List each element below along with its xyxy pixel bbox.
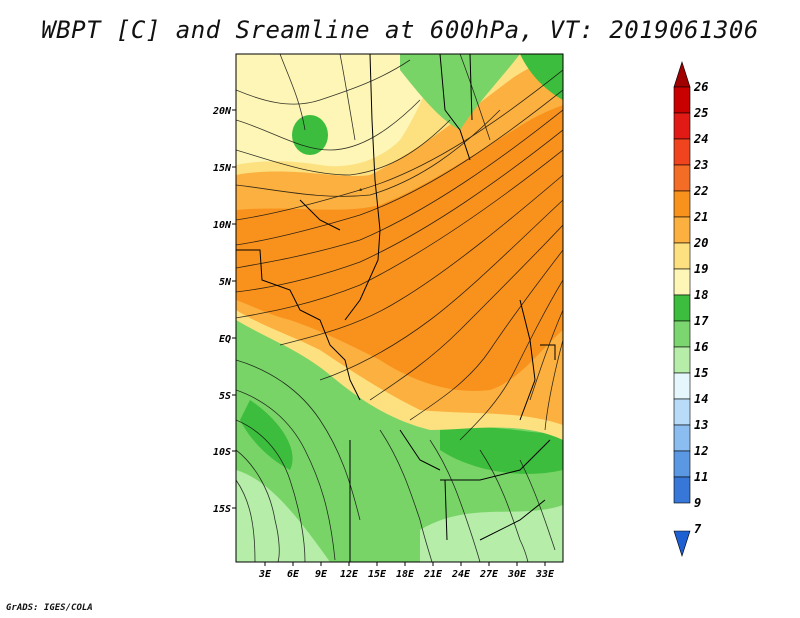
colorbar-swatch bbox=[673, 424, 691, 452]
colorbar-label: 26 bbox=[693, 80, 708, 94]
lat-label: 15S bbox=[213, 504, 231, 515]
colorbar-swatch bbox=[673, 216, 691, 244]
colorbar-label: 7 bbox=[694, 522, 702, 536]
lon-label: 30E bbox=[507, 569, 527, 580]
lon-label: 33E bbox=[535, 569, 555, 580]
lon-label: 12E bbox=[340, 569, 359, 580]
colorbar-label: 16 bbox=[694, 340, 708, 354]
lat-label: 15N bbox=[213, 163, 232, 174]
colorbar-swatch bbox=[673, 242, 691, 270]
colorbar-swatch bbox=[673, 372, 691, 400]
lat-label: 10N bbox=[213, 220, 232, 231]
lat-label: 5S bbox=[219, 391, 231, 402]
colorbar-label: 12 bbox=[694, 444, 708, 458]
colorbar-label: 24 bbox=[693, 132, 708, 146]
colorbar-swatch bbox=[673, 112, 691, 140]
colorbar-bottom-arrow bbox=[673, 530, 691, 557]
lat-label: 10S bbox=[213, 447, 231, 458]
lon-label: 9E bbox=[315, 569, 328, 580]
colorbar-top-arrow bbox=[673, 61, 691, 88]
longitude-axis: 3E 6E 9E 12E 15E 18E 21E 24E 27E 30E 33E bbox=[258, 562, 555, 580]
map-frame bbox=[235, 53, 564, 563]
colorbar-swatch bbox=[673, 268, 691, 296]
lon-label: 18E bbox=[396, 569, 415, 580]
lat-label: EQ bbox=[219, 334, 231, 345]
colorbar-swatch bbox=[673, 86, 691, 114]
colorbar-label: 11 bbox=[694, 470, 708, 484]
colorbar-swatch bbox=[673, 398, 691, 426]
lon-label: 15E bbox=[368, 569, 387, 580]
chart-title: WBPT [C] and Sreamline at 600hPa, VT: 20… bbox=[41, 16, 759, 44]
colorbar-swatch bbox=[673, 190, 691, 218]
wbpt-shading bbox=[236, 54, 563, 562]
colorbar-label: 25 bbox=[693, 106, 708, 120]
colorbar-swatch bbox=[673, 346, 691, 374]
colorbar-label: 18 bbox=[694, 288, 708, 302]
colorbar-swatch bbox=[673, 294, 691, 322]
colorbar-label: 15 bbox=[694, 366, 708, 380]
colorbar-label: 17 bbox=[694, 314, 709, 328]
colorbar-label: 9 bbox=[694, 496, 701, 510]
lon-label: 3E bbox=[258, 569, 272, 580]
colorbar-label: 22 bbox=[693, 184, 708, 198]
colorbar-label: 13 bbox=[694, 418, 708, 432]
colorbar-swatch bbox=[673, 320, 691, 348]
colorbar-label: 21 bbox=[693, 210, 708, 224]
colorbar-swatch bbox=[673, 164, 691, 192]
colorbar-swatch bbox=[673, 476, 691, 504]
latitude-axis: 20N 15N 10N 5N EQ 5S 10S 15S bbox=[212, 106, 236, 515]
grads-credit: GrADS: IGES/COLA bbox=[6, 603, 93, 613]
lat-label: 20N bbox=[212, 106, 232, 117]
lon-label: 27E bbox=[479, 569, 499, 580]
colorbar: 26 25 24 23 22 21 20 19 18 17 16 15 14 13 12 11 9 7 bbox=[673, 61, 709, 557]
lat-label: 5N bbox=[219, 277, 232, 288]
lon-label: 21E bbox=[423, 569, 443, 580]
colorbar-swatch bbox=[673, 450, 691, 478]
colorbar-label: 20 bbox=[693, 236, 708, 250]
lon-label: 24E bbox=[451, 569, 471, 580]
colorbar-label: 19 bbox=[694, 262, 708, 276]
colorbar-label: 14 bbox=[694, 392, 708, 406]
colorbar-swatch bbox=[673, 138, 691, 166]
lon-label: 6E bbox=[287, 569, 300, 580]
colorbar-label: 23 bbox=[693, 158, 708, 172]
